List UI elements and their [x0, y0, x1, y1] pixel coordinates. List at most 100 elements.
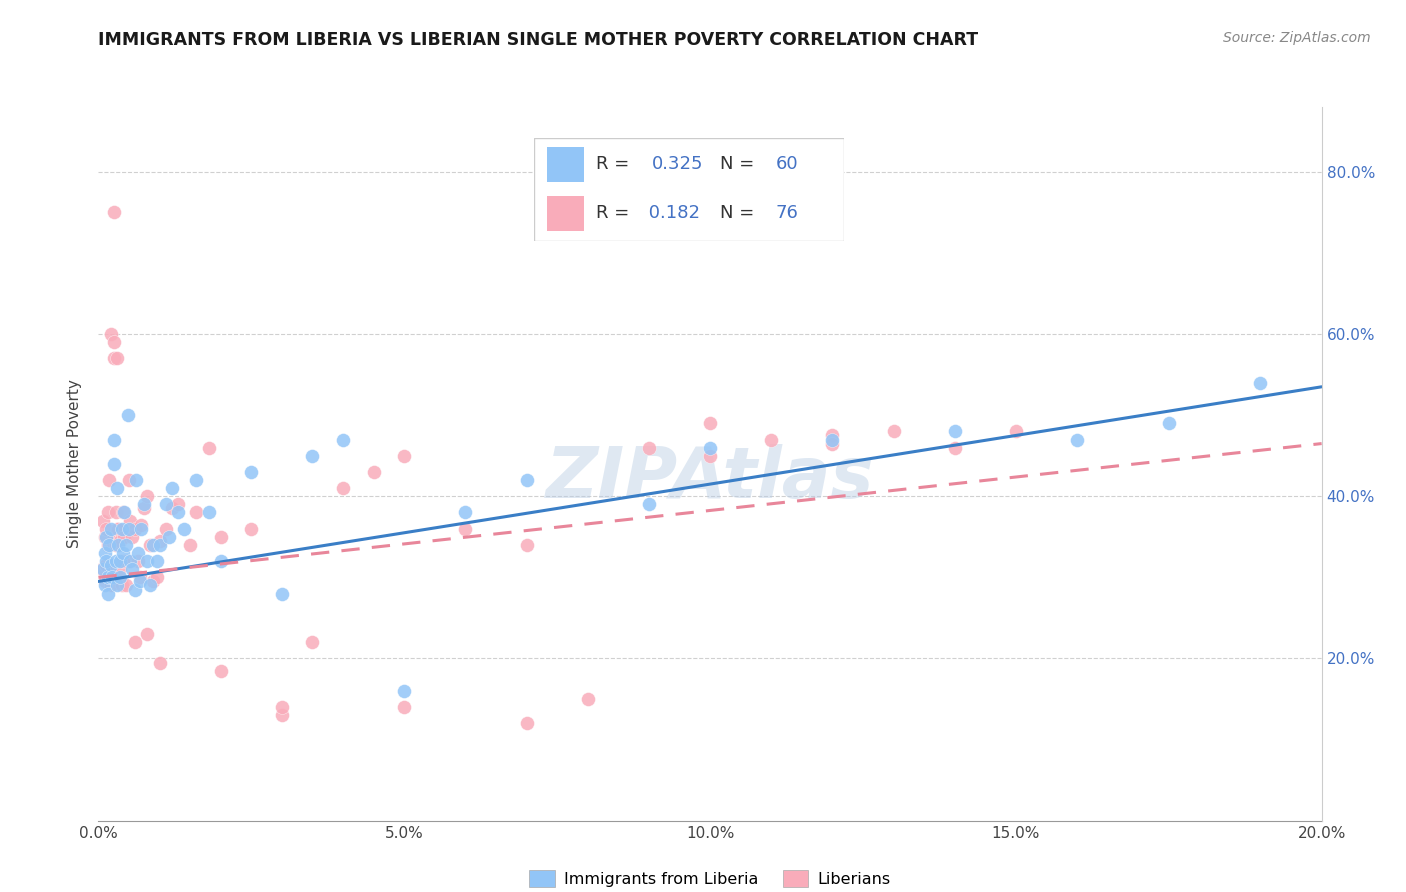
Point — [112, 506, 135, 520]
Point — [97, 506, 120, 520]
Point — [124, 582, 146, 597]
Point — [103, 351, 125, 366]
Point — [129, 517, 152, 532]
Point — [112, 530, 135, 544]
Point — [136, 627, 159, 641]
Point — [103, 433, 125, 447]
Point — [124, 522, 146, 536]
Point — [576, 692, 599, 706]
Point — [332, 481, 354, 495]
Point — [100, 522, 122, 536]
Point — [105, 570, 128, 584]
Point — [103, 457, 125, 471]
Point — [108, 533, 131, 548]
Point — [197, 441, 219, 455]
Text: Source: ZipAtlas.com: Source: ZipAtlas.com — [1223, 31, 1371, 45]
Point — [759, 433, 782, 447]
Point — [120, 554, 142, 568]
Point — [111, 506, 134, 520]
Point — [821, 428, 844, 442]
Point — [93, 530, 115, 544]
Point — [209, 530, 232, 544]
Point — [1004, 425, 1026, 439]
Point — [454, 522, 477, 536]
Text: R =: R = — [596, 203, 636, 221]
Point — [270, 586, 292, 600]
Point — [149, 538, 172, 552]
Point — [454, 506, 477, 520]
Point — [943, 441, 966, 455]
Point — [516, 716, 538, 731]
Point — [332, 433, 354, 447]
Point — [699, 417, 721, 431]
Point — [699, 449, 721, 463]
Point — [103, 205, 125, 219]
Point — [209, 554, 232, 568]
Point — [105, 578, 128, 592]
Point — [91, 562, 114, 576]
Point — [186, 473, 208, 487]
FancyBboxPatch shape — [547, 147, 583, 182]
Point — [821, 433, 844, 447]
Point — [127, 554, 149, 568]
FancyBboxPatch shape — [547, 195, 583, 230]
Point — [139, 538, 162, 552]
Point — [94, 530, 117, 544]
Point — [392, 700, 416, 714]
Point — [1066, 433, 1088, 447]
Point — [136, 554, 159, 568]
Point — [270, 700, 292, 714]
Point — [111, 578, 134, 592]
Point — [111, 522, 134, 536]
Point — [98, 538, 121, 552]
Point — [94, 522, 117, 536]
Point — [943, 425, 966, 439]
Point — [145, 554, 167, 568]
Point — [1249, 376, 1271, 390]
Point — [105, 481, 128, 495]
Point — [97, 586, 120, 600]
Point — [160, 481, 183, 495]
Point — [155, 497, 177, 511]
Point — [301, 449, 323, 463]
Text: 76: 76 — [776, 203, 799, 221]
Point — [699, 441, 721, 455]
Point — [94, 554, 117, 568]
Point — [104, 554, 127, 568]
Point — [111, 546, 134, 560]
Point — [107, 538, 129, 552]
Point — [107, 522, 129, 536]
Point — [127, 546, 149, 560]
Point — [145, 570, 167, 584]
Point — [637, 497, 661, 511]
Point — [173, 522, 195, 536]
Point — [157, 530, 180, 544]
Point — [209, 664, 232, 678]
Point — [637, 441, 661, 455]
Point — [93, 574, 115, 589]
Point — [142, 574, 165, 589]
Point — [93, 546, 115, 560]
Point — [104, 538, 127, 552]
Point — [111, 554, 134, 568]
Point — [149, 656, 172, 670]
Point — [129, 574, 152, 589]
FancyBboxPatch shape — [534, 138, 844, 241]
Point — [100, 578, 122, 592]
Point — [105, 522, 128, 536]
Legend: Immigrants from Liberia, Liberians: Immigrants from Liberia, Liberians — [522, 863, 898, 892]
Point — [129, 522, 152, 536]
Point — [115, 538, 138, 552]
Point — [118, 473, 141, 487]
Point — [124, 635, 146, 649]
Point — [167, 506, 190, 520]
Point — [129, 570, 152, 584]
Point — [1157, 417, 1180, 431]
Point — [108, 554, 131, 568]
Text: 60: 60 — [776, 155, 799, 173]
Point — [120, 514, 142, 528]
Text: ZIPAtlas: ZIPAtlas — [546, 443, 875, 513]
Point — [101, 570, 124, 584]
Point — [94, 558, 117, 573]
Point — [301, 635, 323, 649]
